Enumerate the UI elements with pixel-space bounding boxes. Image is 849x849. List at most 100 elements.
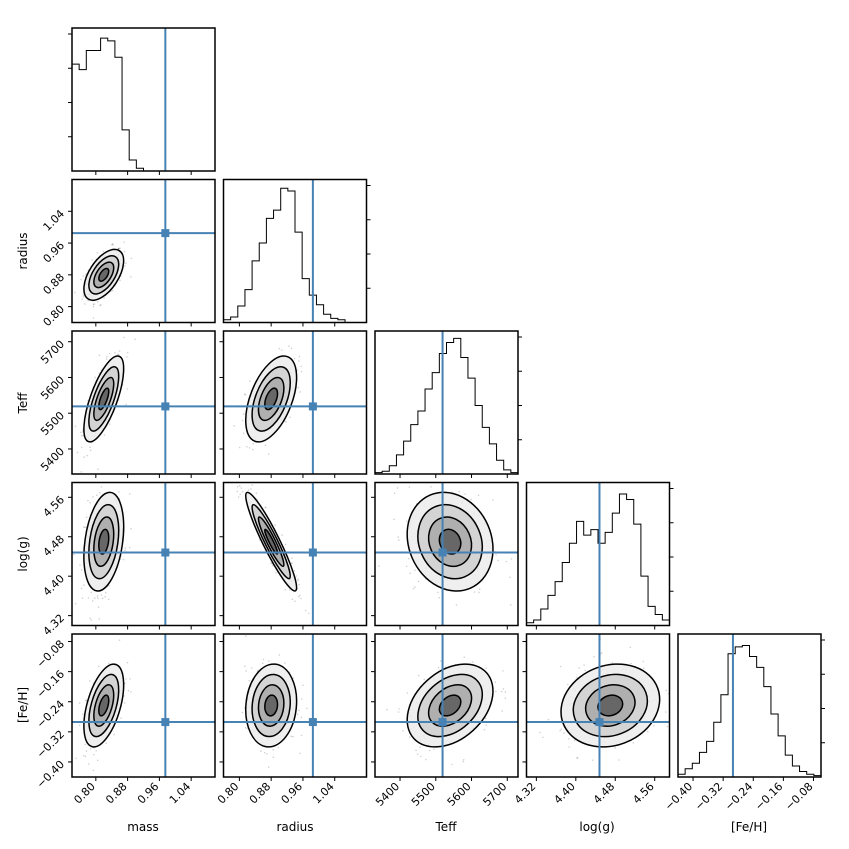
sample-point bbox=[82, 294, 85, 296]
x-tick-label: 4.56 bbox=[630, 780, 657, 807]
x-tick-label: 4.32 bbox=[512, 780, 539, 807]
x-tick-label: 4.40 bbox=[551, 780, 578, 807]
sample-point bbox=[103, 434, 106, 436]
scatter-panel-mass-vs-teff: 5400 5500 5600 5700 bbox=[38, 330, 216, 478]
sample-point bbox=[416, 753, 419, 756]
sample-point bbox=[236, 485, 239, 488]
sample-point bbox=[462, 758, 465, 761]
sample-point bbox=[118, 350, 121, 352]
sample-point bbox=[306, 707, 308, 710]
sample-point bbox=[86, 454, 89, 457]
sample-point bbox=[92, 317, 95, 319]
sample-point bbox=[576, 757, 578, 759]
x-tick-label: 5600 bbox=[445, 780, 474, 809]
sample-point bbox=[423, 678, 426, 681]
contour-level-4 bbox=[264, 387, 279, 411]
sample-point bbox=[563, 732, 565, 734]
sample-point bbox=[420, 755, 422, 758]
scatter-panel-radius-vs-fe-h: 0.80 0.88 0.96 1.04 bbox=[215, 633, 368, 807]
sample-point bbox=[504, 697, 507, 700]
sample-point bbox=[85, 699, 88, 702]
sample-point bbox=[300, 370, 303, 373]
sample-point bbox=[134, 338, 136, 341]
sample-point bbox=[74, 291, 76, 294]
sample-point bbox=[91, 259, 93, 261]
hist-panel-mass bbox=[68, 27, 216, 175]
sample-point bbox=[90, 591, 93, 594]
sample-point bbox=[275, 571, 277, 574]
y-tick-label: 5500 bbox=[38, 409, 67, 438]
x-tick-label: −0.08 bbox=[783, 780, 816, 813]
sample-point bbox=[246, 445, 248, 448]
sample-point bbox=[83, 456, 85, 458]
y-axis-label-teff: Teff bbox=[16, 392, 30, 415]
sample-point bbox=[405, 565, 408, 568]
sample-point bbox=[126, 661, 129, 664]
panel-frame bbox=[222, 178, 368, 324]
sample-point bbox=[299, 594, 301, 597]
scatter-panel-teff-vs-log-g bbox=[371, 481, 519, 630]
sample-point bbox=[80, 446, 83, 449]
sample-point bbox=[444, 666, 447, 668]
sample-point bbox=[455, 604, 458, 606]
sample-point bbox=[281, 534, 283, 536]
sample-point bbox=[114, 352, 116, 354]
sample-point bbox=[272, 748, 275, 751]
sample-point bbox=[89, 449, 92, 452]
sample-point bbox=[278, 347, 281, 350]
x-tick-label: 0.80 bbox=[215, 780, 242, 807]
sample-point bbox=[81, 298, 83, 300]
sample-point bbox=[278, 654, 281, 656]
sample-point bbox=[653, 725, 655, 727]
sample-point bbox=[96, 251, 99, 254]
sample-point bbox=[290, 347, 293, 350]
sample-point bbox=[108, 662, 110, 665]
sample-point bbox=[128, 546, 131, 549]
sample-point bbox=[117, 353, 119, 355]
contour-level-4 bbox=[264, 694, 279, 717]
panel-frame bbox=[71, 178, 216, 324]
sample-point bbox=[268, 660, 270, 662]
sample-point bbox=[66, 565, 68, 567]
x-tick-label: −0.24 bbox=[722, 780, 755, 813]
truth-marker bbox=[161, 718, 170, 727]
sample-point bbox=[127, 689, 130, 692]
sample-point bbox=[80, 434, 83, 437]
sample-point bbox=[119, 279, 121, 282]
truth-marker bbox=[161, 548, 170, 557]
sample-point bbox=[417, 674, 420, 677]
sample-point bbox=[274, 524, 276, 527]
sample-point bbox=[451, 763, 453, 766]
sample-point bbox=[92, 769, 95, 772]
truth-marker bbox=[308, 718, 317, 727]
sample-point bbox=[236, 490, 239, 493]
sample-point bbox=[84, 526, 86, 529]
sample-point bbox=[99, 304, 102, 306]
sample-point bbox=[111, 243, 114, 245]
sample-point bbox=[500, 690, 503, 693]
sample-point bbox=[238, 484, 241, 487]
sample-point bbox=[249, 380, 251, 382]
sample-point bbox=[239, 493, 242, 496]
contour-level-4 bbox=[264, 528, 279, 555]
sample-point bbox=[430, 485, 432, 488]
panel-frame bbox=[525, 481, 671, 627]
sample-point bbox=[238, 446, 241, 449]
scatter-panel-radius-vs-log-g bbox=[219, 481, 368, 630]
truth-marker bbox=[308, 402, 317, 411]
sample-point bbox=[284, 543, 287, 546]
sample-point bbox=[266, 752, 268, 755]
sample-point bbox=[284, 588, 287, 591]
sample-point bbox=[96, 300, 99, 303]
sample-point bbox=[483, 728, 486, 731]
sample-point bbox=[89, 617, 92, 619]
sample-point bbox=[80, 587, 83, 590]
sample-point bbox=[89, 502, 91, 504]
y-axis-label-feh: [Fe/H] bbox=[16, 687, 30, 723]
sample-point bbox=[576, 756, 579, 759]
sample-point bbox=[505, 560, 508, 563]
sample-point bbox=[108, 352, 111, 355]
scatter-panel-log-g-vs-fe-h: 4.32 4.40 4.48 4.56 bbox=[512, 633, 671, 807]
panel-frame bbox=[71, 27, 216, 172]
